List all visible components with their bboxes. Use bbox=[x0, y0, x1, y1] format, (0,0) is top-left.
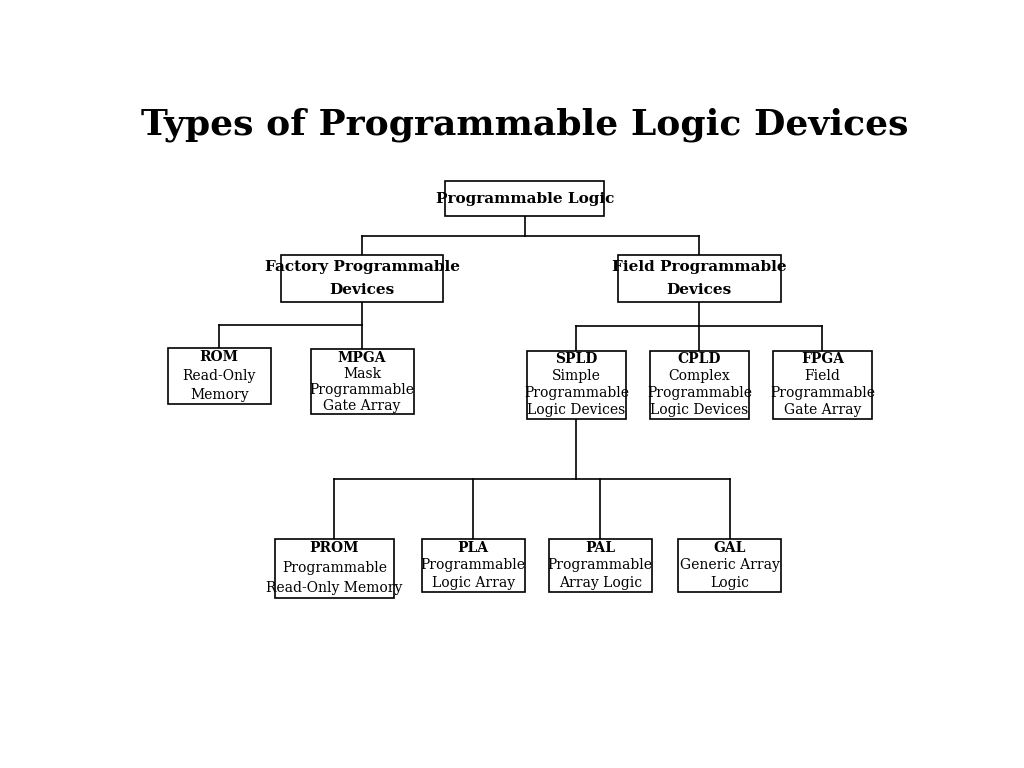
Text: PAL: PAL bbox=[585, 541, 615, 554]
Text: Types of Programmable Logic Devices: Types of Programmable Logic Devices bbox=[141, 108, 908, 142]
FancyBboxPatch shape bbox=[168, 348, 270, 404]
Text: MPGA: MPGA bbox=[338, 350, 386, 365]
Text: Programmable: Programmable bbox=[282, 561, 387, 575]
Text: Programmable: Programmable bbox=[548, 558, 652, 572]
Text: Generic Array: Generic Array bbox=[680, 558, 779, 572]
FancyBboxPatch shape bbox=[422, 538, 524, 592]
FancyBboxPatch shape bbox=[274, 538, 394, 598]
Text: Gate Array: Gate Array bbox=[324, 399, 400, 413]
Text: Field Programmable: Field Programmable bbox=[612, 260, 786, 273]
FancyBboxPatch shape bbox=[281, 255, 443, 302]
Text: Memory: Memory bbox=[189, 388, 249, 402]
FancyBboxPatch shape bbox=[445, 181, 604, 217]
Text: Programmable: Programmable bbox=[770, 386, 874, 400]
Text: Programmable: Programmable bbox=[421, 558, 525, 572]
Text: PLA: PLA bbox=[458, 541, 488, 554]
Text: Read-Only: Read-Only bbox=[182, 369, 256, 383]
Text: Logic Devices: Logic Devices bbox=[527, 403, 626, 417]
FancyBboxPatch shape bbox=[526, 351, 626, 419]
Text: Devices: Devices bbox=[667, 283, 732, 297]
FancyBboxPatch shape bbox=[310, 349, 414, 415]
Text: FPGA: FPGA bbox=[801, 353, 844, 366]
Text: GAL: GAL bbox=[714, 541, 745, 554]
Text: Logic: Logic bbox=[710, 576, 749, 590]
Text: Programmable Logic: Programmable Logic bbox=[435, 191, 614, 206]
Text: Gate Array: Gate Array bbox=[783, 403, 861, 417]
Text: PROM: PROM bbox=[309, 541, 359, 555]
Text: Read-Only Memory: Read-Only Memory bbox=[266, 581, 402, 595]
Text: Array Logic: Array Logic bbox=[559, 576, 642, 590]
FancyBboxPatch shape bbox=[618, 255, 780, 302]
Text: Programmable: Programmable bbox=[524, 386, 629, 400]
Text: Field: Field bbox=[805, 369, 841, 383]
Text: Logic Array: Logic Array bbox=[432, 576, 515, 590]
FancyBboxPatch shape bbox=[773, 351, 872, 419]
Text: ROM: ROM bbox=[200, 350, 239, 364]
Text: Logic Devices: Logic Devices bbox=[650, 403, 749, 417]
Text: Programmable: Programmable bbox=[309, 383, 415, 397]
Text: Simple: Simple bbox=[552, 369, 601, 383]
Text: Factory Programmable: Factory Programmable bbox=[264, 260, 460, 273]
FancyBboxPatch shape bbox=[549, 538, 652, 592]
Text: Complex: Complex bbox=[669, 369, 730, 383]
Text: CPLD: CPLD bbox=[678, 353, 721, 366]
Text: SPLD: SPLD bbox=[555, 353, 598, 366]
FancyBboxPatch shape bbox=[678, 538, 781, 592]
FancyBboxPatch shape bbox=[650, 351, 749, 419]
Text: Devices: Devices bbox=[330, 283, 394, 297]
Text: Programmable: Programmable bbox=[647, 386, 752, 400]
Text: Mask: Mask bbox=[343, 367, 381, 381]
